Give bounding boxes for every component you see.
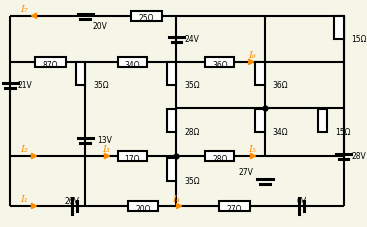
Bar (219, 201, 250, 211)
Text: 26V: 26V (64, 196, 79, 205)
Text: 24V: 24V (184, 35, 199, 44)
Bar (35, 58, 66, 67)
Text: 17Ω: 17Ω (124, 154, 140, 163)
Text: 28Ω: 28Ω (184, 128, 200, 137)
Text: I₄: I₄ (172, 194, 180, 203)
Text: 13V: 13V (97, 136, 112, 145)
Bar (167, 109, 177, 132)
Text: 27V: 27V (239, 167, 253, 176)
Text: 15Ω: 15Ω (335, 128, 350, 137)
Text: I₅: I₅ (248, 144, 256, 153)
Text: I₂: I₂ (20, 144, 28, 153)
Bar (205, 151, 234, 161)
Bar (127, 201, 158, 211)
Text: 28V: 28V (351, 152, 366, 161)
Polygon shape (250, 154, 255, 159)
Bar (118, 58, 147, 67)
Text: 20Ω: 20Ω (135, 204, 150, 213)
Polygon shape (177, 203, 182, 209)
Text: 28Ω: 28Ω (212, 154, 228, 163)
Bar (255, 63, 265, 86)
Text: 34Ω: 34Ω (273, 128, 288, 137)
Text: I₃: I₃ (102, 144, 110, 153)
Polygon shape (248, 60, 254, 65)
Bar (318, 109, 327, 132)
Text: I₇: I₇ (20, 5, 28, 13)
Bar (118, 151, 147, 161)
Text: 34Ω: 34Ω (124, 60, 140, 69)
Bar (334, 17, 344, 39)
Bar (167, 158, 177, 181)
Polygon shape (32, 203, 36, 209)
Polygon shape (32, 14, 36, 19)
Text: 25Ω: 25Ω (139, 14, 155, 23)
Text: 27Ω: 27Ω (226, 204, 242, 213)
Text: I₁: I₁ (20, 194, 28, 203)
Text: 87Ω: 87Ω (43, 60, 58, 69)
Text: 35Ω: 35Ω (184, 81, 200, 90)
Text: 6V: 6V (296, 196, 306, 205)
Bar (255, 109, 265, 132)
Text: 21V: 21V (18, 81, 33, 90)
Text: 36Ω: 36Ω (212, 60, 228, 69)
Text: 35Ω: 35Ω (93, 81, 109, 90)
Polygon shape (105, 154, 109, 159)
Text: 20V: 20V (93, 22, 108, 31)
Text: I₆: I₆ (248, 50, 256, 59)
Bar (131, 12, 162, 21)
Text: 36Ω: 36Ω (273, 81, 288, 90)
Text: 35Ω: 35Ω (184, 177, 200, 186)
Bar (167, 63, 177, 86)
Bar (76, 63, 85, 86)
Text: 15Ω: 15Ω (351, 35, 367, 44)
Bar (205, 58, 234, 67)
Polygon shape (32, 154, 36, 159)
